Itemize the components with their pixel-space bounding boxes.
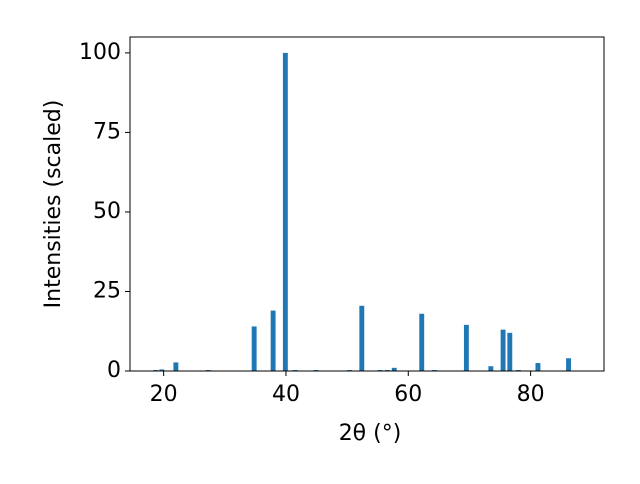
bar <box>566 358 571 371</box>
bar <box>159 369 165 371</box>
bar <box>270 310 276 371</box>
bar <box>535 363 541 371</box>
bar <box>251 326 257 371</box>
bar <box>391 367 397 371</box>
bar <box>463 324 469 371</box>
bar <box>419 313 425 371</box>
x-axis-label: 2θ (°) <box>339 421 402 446</box>
y-tick-label: 100 <box>79 40 121 65</box>
x-tick-label: 60 <box>394 382 422 407</box>
bar <box>282 52 288 372</box>
x-tick-label: 40 <box>272 382 300 407</box>
bar <box>359 305 365 371</box>
x-tick-label: 20 <box>150 382 178 407</box>
y-tick-label: 25 <box>93 278 121 303</box>
plot-frame <box>129 36 605 372</box>
y-tick-label: 75 <box>93 119 121 144</box>
y-tick-label: 0 <box>107 358 121 383</box>
y-tick-label: 50 <box>93 199 121 224</box>
bar <box>507 332 513 371</box>
x-tick-label: 80 <box>517 382 545 407</box>
bar <box>173 362 179 371</box>
bar <box>488 366 494 371</box>
y-axis-label: Intensities (scaled) <box>41 100 66 309</box>
bar <box>500 329 506 371</box>
